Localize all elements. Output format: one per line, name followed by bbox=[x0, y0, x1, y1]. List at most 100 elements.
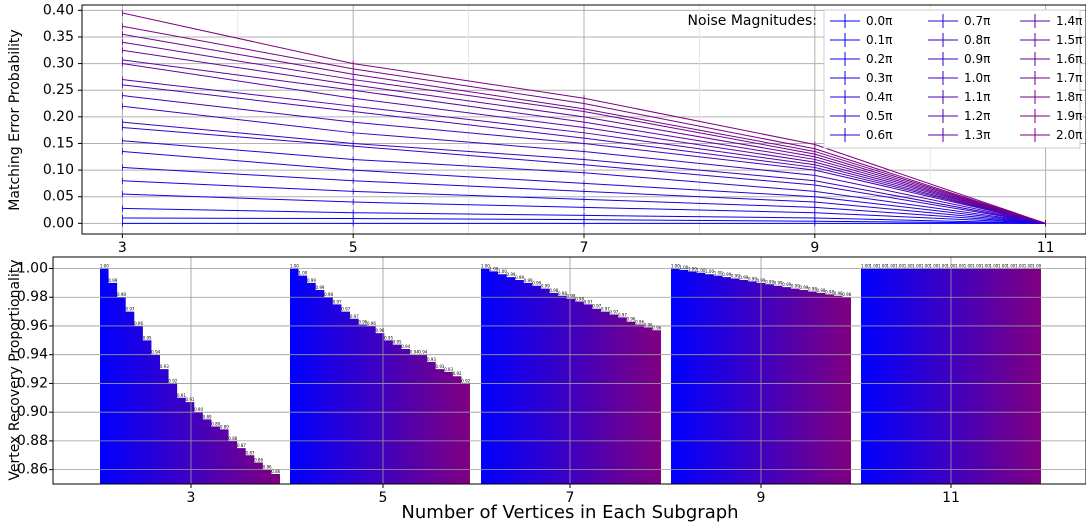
bottom-ytick-label: 0.90 bbox=[17, 404, 48, 420]
legend-label: 1.8π bbox=[1056, 90, 1082, 104]
legend-item: 1.4π bbox=[1020, 14, 1082, 28]
bottom-xtick-label: 11 bbox=[942, 490, 960, 506]
bar-value-label: 0.87 bbox=[237, 443, 246, 448]
bar-value-label: 1.00 bbox=[100, 263, 109, 268]
matching-error-chart: 0.00 0.05 0.10 0.15 0.20 0.25 0.30 0.35 0.40 3 5 7… bbox=[7, 2, 1086, 256]
legend-item: 0.4π bbox=[830, 90, 892, 104]
bar-value-label: 1.00 bbox=[989, 263, 998, 268]
bar-value-label: 0.96 bbox=[635, 320, 644, 325]
bottom-ytick-label: 0.98 bbox=[17, 289, 48, 305]
legend-label: 0.3π bbox=[866, 71, 892, 85]
bar-value-label: 0.98 bbox=[834, 291, 843, 296]
legend-label: 1.4π bbox=[1056, 14, 1082, 28]
bar-value-label: 0.98 bbox=[825, 289, 834, 294]
legend-label: 0.0π bbox=[866, 14, 892, 28]
legend-item: 1.5π bbox=[1020, 33, 1082, 47]
bar-value-label: 0.94 bbox=[410, 350, 419, 355]
bar-value-label: 0.99 bbox=[791, 284, 800, 289]
bar-value-label: 0.97 bbox=[350, 314, 359, 319]
legend-item: 1.1π bbox=[928, 90, 990, 104]
bottom-x-ticks: 3 5 7 9 11 bbox=[187, 484, 960, 506]
bar-value-label: 0.99 bbox=[731, 274, 740, 279]
legend-label: 0.1π bbox=[866, 33, 892, 47]
bar-value-label: 1.00 bbox=[1024, 263, 1033, 268]
top-ytick-label: 0.25 bbox=[43, 82, 74, 98]
top-ytick-label: 0.05 bbox=[43, 189, 74, 205]
bar-value-label: 1.00 bbox=[705, 269, 714, 274]
bar-value-label: 1.00 bbox=[955, 263, 964, 268]
bar-value-label: 0.97 bbox=[618, 312, 627, 317]
bar-value-label: 1.00 bbox=[878, 263, 887, 268]
bar-value-label: 0.94 bbox=[418, 350, 427, 355]
legend: Noise Magnitudes: 0.0π0.1π0.2π0.3π0.4π0.… bbox=[688, 9, 1082, 149]
top-ytick-label: 0.00 bbox=[43, 215, 74, 231]
legend-label: 1.0π bbox=[964, 71, 990, 85]
legend-item: 0.5π bbox=[830, 109, 892, 123]
legend-item: 1.0π bbox=[928, 71, 990, 85]
bar-value-label: 0.96 bbox=[627, 317, 636, 322]
bar-value-label: 1.00 bbox=[1032, 263, 1041, 268]
bar-value-label: 0.97 bbox=[609, 309, 618, 314]
top-ytick-label: 0.15 bbox=[43, 135, 74, 151]
legend-label: 0.6π bbox=[866, 128, 892, 142]
bar-value-label: 0.92 bbox=[453, 371, 462, 376]
bar-value-label: 1.00 bbox=[869, 263, 878, 268]
bar-value-label: 0.99 bbox=[799, 285, 808, 290]
bar-value-label: 0.99 bbox=[782, 282, 791, 287]
bar-value-label: 1.00 bbox=[981, 263, 990, 268]
legend-title: Noise Magnitudes: bbox=[688, 13, 817, 29]
legend-item: 1.3π bbox=[928, 128, 990, 142]
bar-group-3 bbox=[100, 268, 280, 484]
top-series-lines bbox=[121, 9, 1047, 227]
bar-value-label: 0.97 bbox=[601, 307, 610, 312]
top-ytick-label: 0.10 bbox=[43, 162, 74, 178]
bar-value-label: 0.93 bbox=[444, 367, 453, 372]
bottom-grid bbox=[53, 257, 1086, 484]
legend-item: 0.7π bbox=[928, 14, 990, 28]
bar-value-label: 0.89 bbox=[211, 422, 220, 427]
legend-box bbox=[823, 9, 1081, 149]
bar-value-label: 0.98 bbox=[842, 292, 851, 297]
legend-label: 1.6π bbox=[1056, 52, 1082, 66]
bar-value-label: 0.97 bbox=[584, 299, 593, 304]
bar-value-label: 0.86 bbox=[263, 465, 272, 470]
legend-label: 1.7π bbox=[1056, 71, 1082, 85]
bar-value-label: 1.00 bbox=[964, 263, 973, 268]
top-y-ticks: 0.00 0.05 0.10 0.15 0.20 0.25 0.30 0.35 0.40 bbox=[43, 2, 82, 231]
bottom-ytick-label: 0.92 bbox=[17, 375, 48, 391]
legend-label: 0.8π bbox=[964, 33, 990, 47]
bar-value-label: 0.95 bbox=[393, 340, 402, 345]
bar-value-label: 0.87 bbox=[246, 450, 255, 455]
top-y-axis-label: Matching Error Probability bbox=[7, 29, 23, 210]
legend-item: 0.0π bbox=[830, 14, 892, 28]
bar-value-label: 1.00 bbox=[947, 263, 956, 268]
bar-value-label: 0.95 bbox=[384, 335, 393, 340]
bar-value-label: 0.99 bbox=[765, 279, 774, 284]
bar-value-label: 0.98 bbox=[324, 292, 333, 297]
bar-value-label: 0.96 bbox=[367, 321, 376, 326]
bar-value-label: 1.00 bbox=[671, 263, 680, 268]
bar-value-label: 0.96 bbox=[134, 321, 143, 326]
bar-value-label: 1.00 bbox=[887, 263, 896, 268]
bar-value-label: 0.99 bbox=[739, 275, 748, 280]
bar-value-label: 0.99 bbox=[307, 278, 316, 283]
top-xtick-label: 9 bbox=[810, 240, 819, 256]
legend-item: 0.8π bbox=[928, 33, 990, 47]
bar-value-label: 0.96 bbox=[652, 325, 661, 330]
legend-label: 1.2π bbox=[964, 109, 990, 123]
bar-value-label: 1.00 bbox=[938, 263, 947, 268]
bar-value-label: 0.98 bbox=[567, 294, 576, 299]
legend-item: 1.2π bbox=[928, 109, 990, 123]
bottom-xtick-label: 3 bbox=[187, 490, 196, 506]
legend-label: 0.4π bbox=[866, 90, 892, 104]
bar-value-label: 0.99 bbox=[748, 276, 757, 281]
bar-value-label: 0.99 bbox=[722, 272, 731, 277]
legend-label: 0.7π bbox=[964, 14, 990, 28]
top-ytick-label: 0.40 bbox=[43, 2, 74, 18]
top-ytick-label: 0.35 bbox=[43, 29, 74, 45]
top-xtick-label: 3 bbox=[118, 240, 127, 256]
bar-value-label: 1.00 bbox=[904, 263, 913, 268]
bar-value-label: 1.00 bbox=[298, 271, 307, 276]
legend-label: 1.9π bbox=[1056, 109, 1082, 123]
legend-item: 2.0π bbox=[1020, 128, 1082, 142]
